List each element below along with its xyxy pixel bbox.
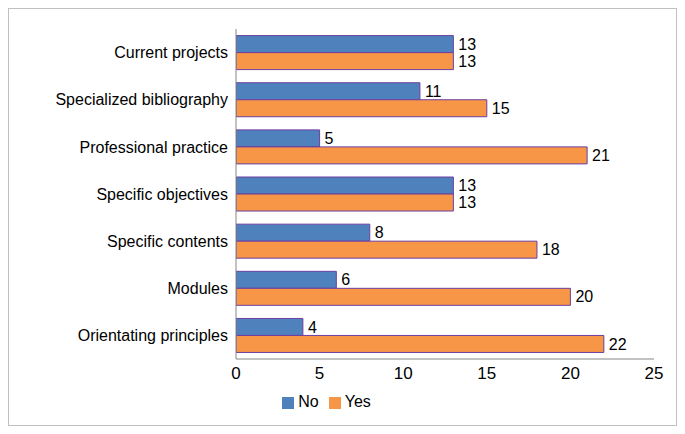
svg-text:Specialized bibliography: Specialized bibliography bbox=[55, 91, 228, 108]
html-text:No: No bbox=[298, 393, 319, 410]
svg-text:10: 10 bbox=[394, 364, 413, 383]
svg-text:Specific objectives: Specific objectives bbox=[96, 186, 228, 203]
svg-text:6: 6 bbox=[341, 271, 350, 288]
svg-text:4: 4 bbox=[308, 319, 317, 336]
svg-text:Professional practice: Professional practice bbox=[79, 139, 228, 156]
svg-text:18: 18 bbox=[542, 241, 560, 258]
svg-text:15: 15 bbox=[477, 364, 496, 383]
svg-text:5: 5 bbox=[325, 130, 334, 147]
svg-text:0: 0 bbox=[231, 364, 240, 383]
svg-text:21: 21 bbox=[592, 147, 610, 164]
html-text:Yes: Yes bbox=[344, 393, 371, 410]
svg-text:15: 15 bbox=[492, 100, 510, 117]
svg-text:11: 11 bbox=[425, 83, 442, 100]
svg-text:Orientating principles: Orientating principles bbox=[78, 327, 228, 344]
svg-text:8: 8 bbox=[375, 224, 384, 241]
svg-text:Current projects: Current projects bbox=[114, 44, 228, 61]
svg-text:13: 13 bbox=[458, 53, 476, 70]
svg-text:20: 20 bbox=[575, 288, 593, 305]
svg-text:13: 13 bbox=[458, 194, 476, 211]
svg-text:Modules: Modules bbox=[168, 280, 228, 297]
svg-text:Specific contents: Specific contents bbox=[107, 233, 228, 250]
svg-text:5: 5 bbox=[315, 364, 324, 383]
svg-text:13: 13 bbox=[458, 177, 476, 194]
svg-text:22: 22 bbox=[609, 336, 627, 353]
svg-text:20: 20 bbox=[561, 364, 580, 383]
svg-text:25: 25 bbox=[645, 364, 664, 383]
svg-text:13: 13 bbox=[458, 36, 476, 53]
